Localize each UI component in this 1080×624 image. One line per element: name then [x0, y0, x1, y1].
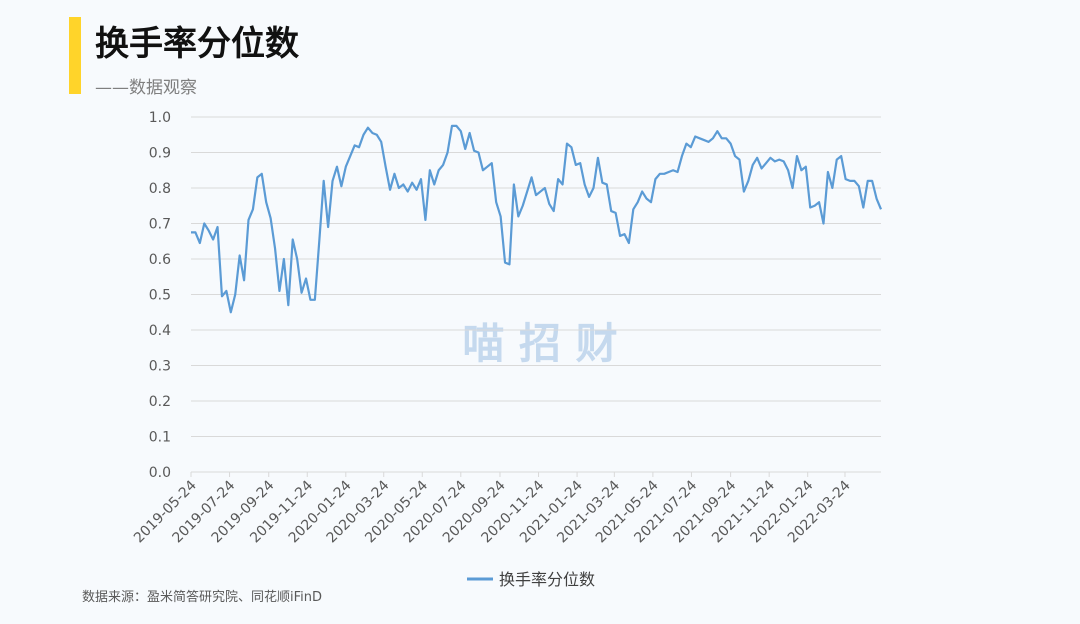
y-tick-label: 0.8	[149, 181, 171, 197]
subtitle: ——数据观察	[95, 78, 197, 98]
y-tick-label: 1.0	[149, 110, 171, 126]
watermark: 喵 招 财	[462, 319, 617, 368]
legend-label: 换手率分位数	[499, 570, 595, 589]
y-tick-label: 0.2	[149, 394, 171, 410]
series-line	[191, 124, 883, 314]
title-bar	[69, 17, 81, 94]
y-tick-label: 0.3	[149, 359, 171, 375]
y-tick-label: 0.0	[149, 465, 171, 481]
y-tick-label: 0.6	[149, 252, 171, 268]
source-note: 数据来源：盈米简答研究院、同花顺iFinD	[82, 589, 322, 605]
y-tick-label: 0.9	[149, 146, 171, 162]
y-tick-label: 0.7	[149, 217, 171, 233]
y-tick-label: 0.1	[149, 430, 171, 446]
y-tick-label: 0.5	[149, 288, 171, 304]
chart-title: 换手率分位数	[95, 24, 299, 64]
y-tick-label: 0.4	[149, 323, 171, 339]
